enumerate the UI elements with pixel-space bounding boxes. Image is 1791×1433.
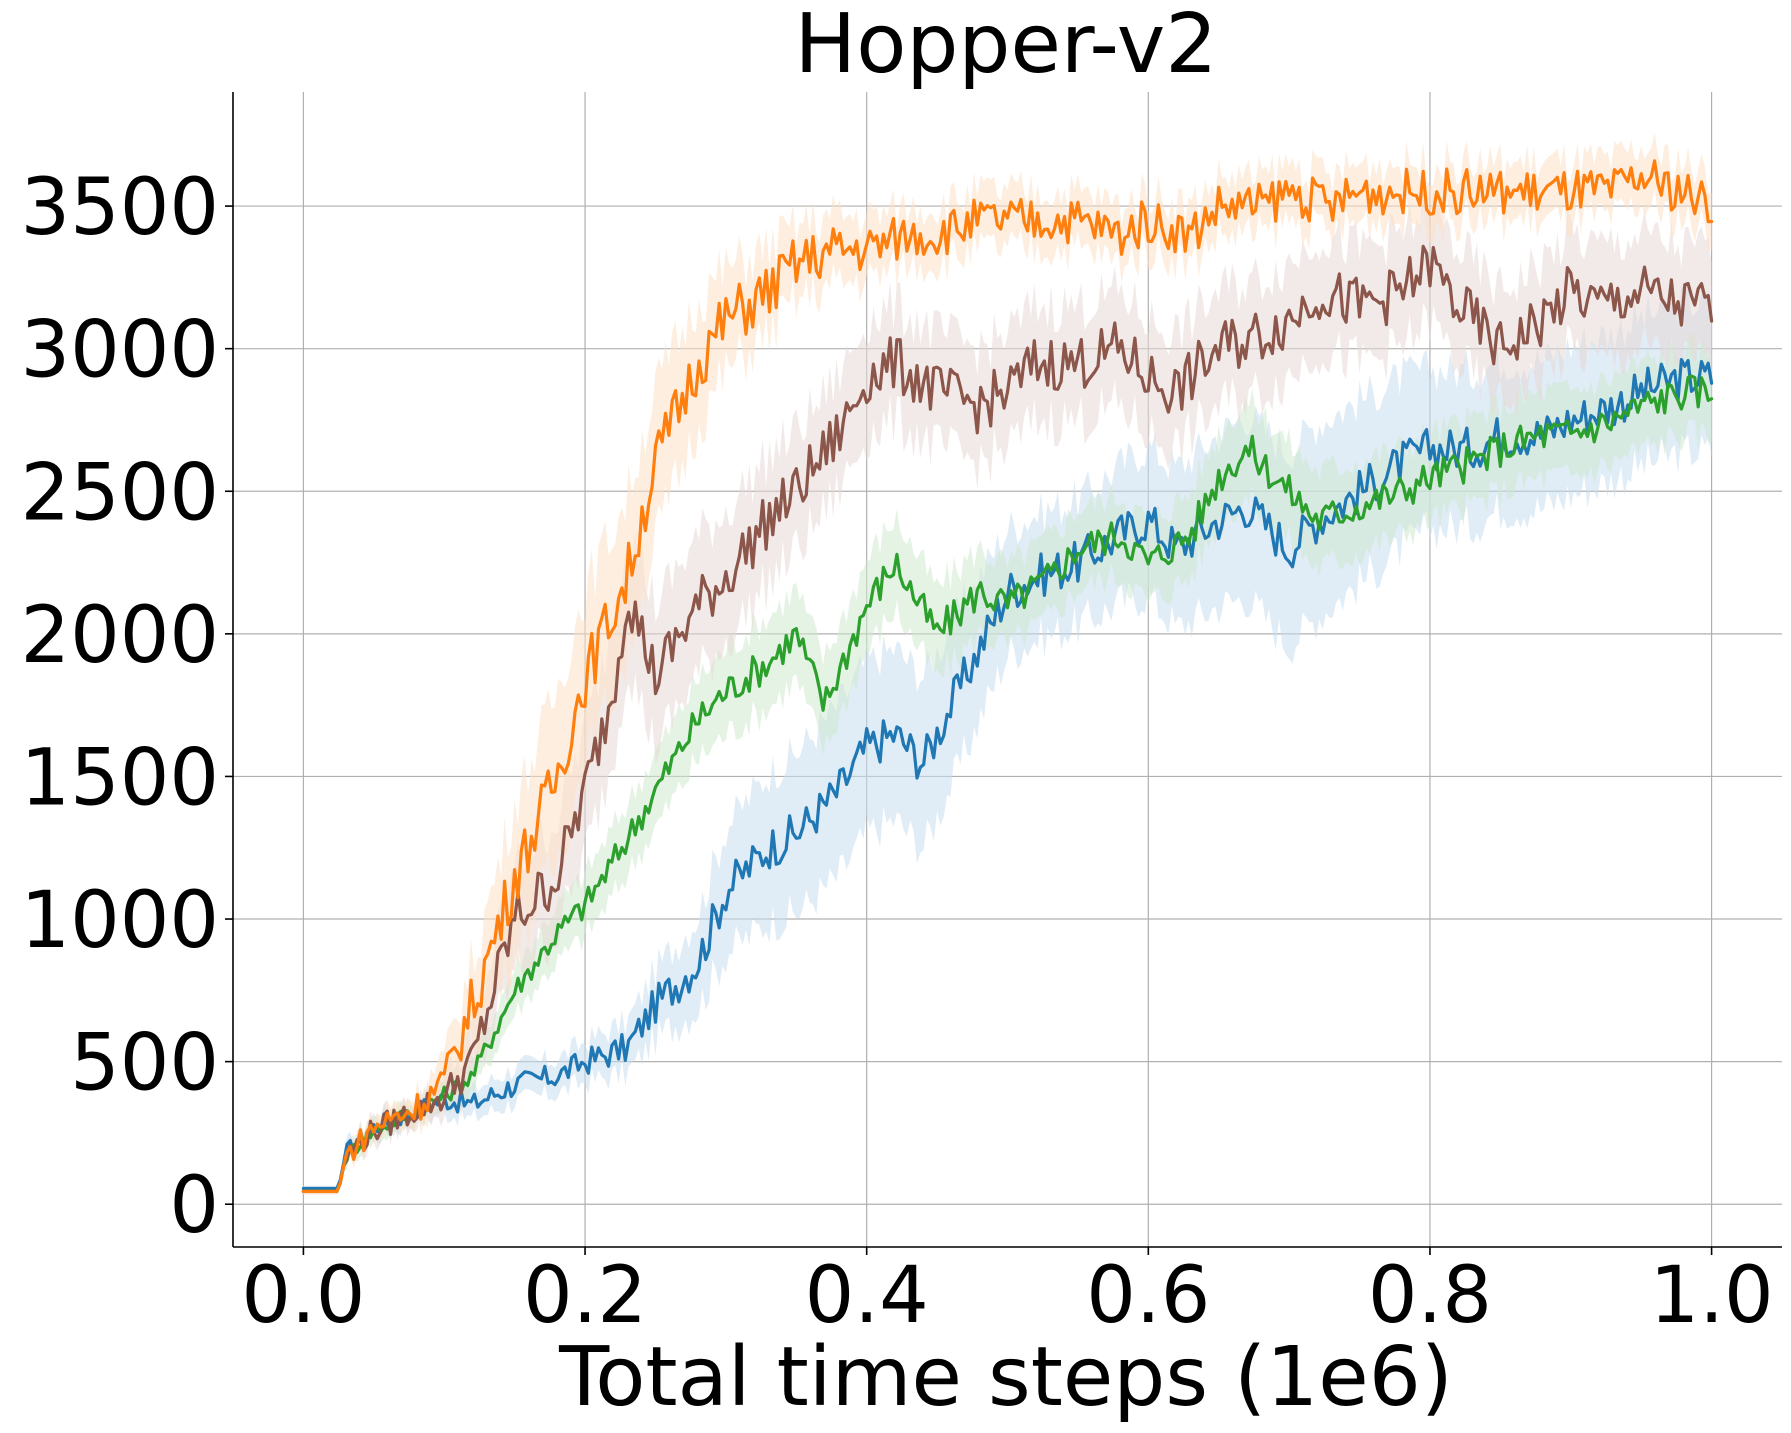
confidence-band — [303, 333, 1712, 1195]
x-tick-label: 0.4 — [805, 1251, 929, 1341]
x-tick-label: 0.6 — [1086, 1251, 1210, 1341]
series-line — [301, 374, 1714, 1193]
x-tick-label: 0.2 — [523, 1251, 647, 1341]
y-tick-label: 3500 — [20, 163, 219, 253]
x-tick-label: 0.0 — [241, 1251, 365, 1341]
y-tick-label: 1500 — [20, 733, 219, 823]
chart-title: Hopper-v2 — [795, 0, 1218, 92]
x-axis-label: Total time steps (1e6) — [558, 1330, 1453, 1425]
axes — [232, 92, 1782, 1248]
series-line — [301, 244, 1714, 1193]
y-tick-label: 3000 — [20, 306, 219, 396]
y-tick-label: 1000 — [20, 876, 219, 966]
y-tick-labels: 0 500 1000 1500 2000 2500 3000 3500 — [20, 163, 233, 1251]
confidence-band — [303, 189, 1712, 1195]
confidence-bands — [303, 132, 1712, 1195]
x-tick-label: 1.0 — [1650, 1251, 1774, 1341]
y-tick-label: 500 — [70, 1019, 219, 1109]
series-lines — [301, 159, 1714, 1193]
x-tick-labels: 0.0 0.2 0.4 0.6 0.8 1.0 — [241, 1247, 1774, 1341]
y-tick-label: 2500 — [20, 448, 219, 538]
y-tick-label: 0 — [169, 1161, 219, 1251]
confidence-band — [303, 132, 1712, 1195]
y-tick-label: 2000 — [20, 591, 219, 681]
series-line — [301, 159, 1714, 1193]
x-tick-label: 0.8 — [1368, 1251, 1492, 1341]
